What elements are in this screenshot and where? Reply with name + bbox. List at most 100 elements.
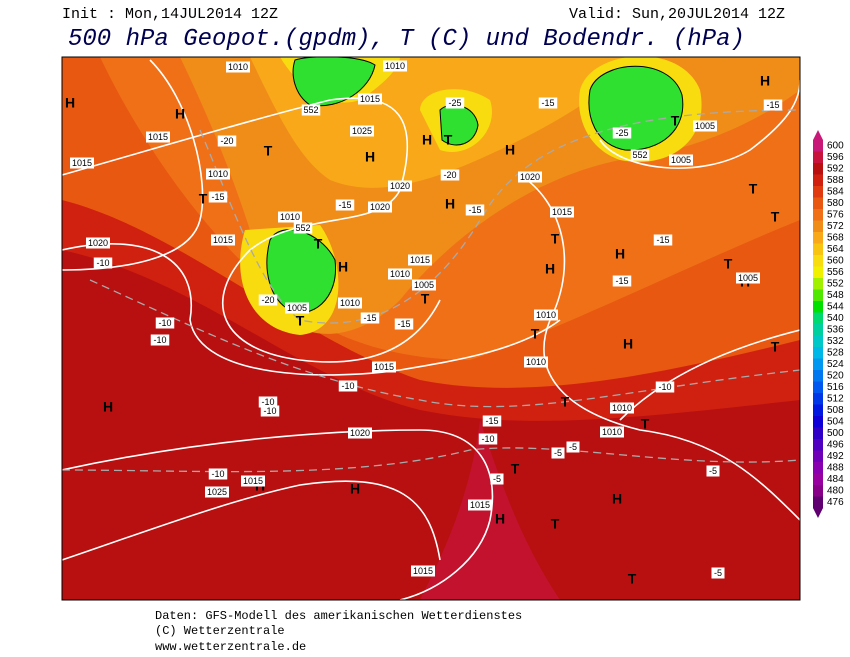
contour-label: 1015 <box>148 132 168 142</box>
label-box <box>669 154 693 166</box>
colorbar-label: 588 <box>827 175 844 186</box>
contour-label: 1015 <box>470 500 490 510</box>
contour-label: 1005 <box>414 280 434 290</box>
colorbar-label: 532 <box>827 336 844 347</box>
label-box <box>211 234 235 246</box>
colorbar-cell <box>813 404 823 417</box>
contour-label: 1025 <box>352 126 372 136</box>
contour-label: -25 <box>448 98 461 108</box>
colorbar-label: 600 <box>827 140 844 151</box>
contour-label: 1015 <box>213 235 233 245</box>
label-box <box>408 254 432 266</box>
contour-label: 1010 <box>536 310 556 320</box>
pressure-center: T <box>314 236 323 252</box>
contour-label: -20 <box>261 295 274 305</box>
pressure-center: H <box>545 261 555 277</box>
pressure-center: H <box>505 142 515 158</box>
label-box <box>600 426 624 438</box>
pressure-center: H <box>350 481 360 497</box>
contour-label: 1010 <box>390 269 410 279</box>
contour-label: -15 <box>541 98 554 108</box>
pressure-center: T <box>641 416 650 432</box>
pressure-center: T <box>671 113 680 129</box>
label-box <box>360 312 380 324</box>
pressure-center: T <box>749 181 758 197</box>
label-box <box>440 169 460 181</box>
colorbar-cell <box>813 439 823 451</box>
contour-label: 1010 <box>612 403 632 413</box>
colorbar-label: 536 <box>827 324 844 335</box>
colorbar-cell <box>813 496 823 509</box>
pressure-center: T <box>511 461 520 477</box>
colorbar-cell <box>813 278 823 290</box>
colorbar-label: 500 <box>827 428 844 439</box>
colorbar-cell <box>813 243 823 256</box>
label-box <box>388 268 412 280</box>
init-time: Init : Mon,14JUL2014 12Z <box>62 6 278 23</box>
label-box <box>146 131 170 143</box>
valid-time: Valid: Sun,20JUL2014 12Z <box>569 6 785 23</box>
colorbar-label: 552 <box>827 278 844 289</box>
pressure-center: T <box>296 313 305 329</box>
colorbar-label: 584 <box>827 186 844 197</box>
colorbar-label: 520 <box>827 370 844 381</box>
colorbar-cell <box>813 381 823 394</box>
contour-label: 1015 <box>360 94 380 104</box>
colorbar-label: 476 <box>827 497 844 508</box>
label-box <box>706 465 720 477</box>
map-area: HHTHHTHHTTTTHTHTHTTHTHTHTHTTHHTHHTT10101… <box>62 57 800 600</box>
colorbar-label: 544 <box>827 301 844 312</box>
label-box <box>285 302 309 314</box>
label-box <box>260 405 280 417</box>
colorbar-label: 560 <box>827 255 844 266</box>
colorbar-cell <box>813 473 823 486</box>
colorbar-cell <box>813 312 823 325</box>
pressure-center: T <box>551 231 560 247</box>
label-box <box>350 125 374 137</box>
label-box <box>630 149 650 161</box>
colorbar-cap <box>813 508 823 518</box>
label-box <box>338 297 362 309</box>
contour-label: -15 <box>363 313 376 323</box>
contour-label: 1020 <box>88 238 108 248</box>
label-box <box>208 468 228 480</box>
label-box <box>335 199 355 211</box>
contour-label: 1015 <box>374 362 394 372</box>
contour-label: -5 <box>569 442 577 452</box>
map-frame <box>61 56 801 601</box>
map-title: 500 hPa Geopot.(gpdm), T (C) und Bodendr… <box>68 26 745 53</box>
label-box <box>612 127 632 139</box>
colorbar-label: 540 <box>827 313 844 324</box>
pressure-center: T <box>421 291 430 307</box>
label-box <box>155 317 175 329</box>
map-labels: HHTHHTHHTTTTHTHTHTTHTHTHTHTTHHTHHTT10101… <box>65 60 783 587</box>
colorbar-label: 524 <box>827 359 844 370</box>
colorbar: 6005965925885845805765725685645605565525… <box>813 130 844 518</box>
colorbar-cell <box>813 197 823 210</box>
isotherms <box>62 109 800 473</box>
label-box <box>388 180 412 192</box>
pressure-center: T <box>628 571 637 587</box>
colorbar-label: 488 <box>827 462 844 473</box>
label-box <box>301 104 321 116</box>
pressure-center: H <box>760 73 770 89</box>
colorbar-label: 484 <box>827 474 844 485</box>
label-box <box>610 402 634 414</box>
colorbar-cell <box>813 370 823 382</box>
colorbar-cell <box>813 485 823 497</box>
footer-line: Daten: GFS-Modell des amerikanischen Wet… <box>155 609 522 623</box>
contour-label: -15 <box>485 416 498 426</box>
contour-label: -15 <box>656 235 669 245</box>
colorbar-label: 504 <box>827 416 844 427</box>
pressure-center: T <box>444 132 453 148</box>
label-box <box>550 206 574 218</box>
contour-label: -15 <box>338 200 351 210</box>
colorbar-cell <box>813 462 823 474</box>
label-box <box>86 237 110 249</box>
colorbar-label: 516 <box>827 382 844 393</box>
pressure-center: H <box>612 491 622 507</box>
label-box <box>150 334 170 346</box>
contour-label: 552 <box>303 105 318 115</box>
